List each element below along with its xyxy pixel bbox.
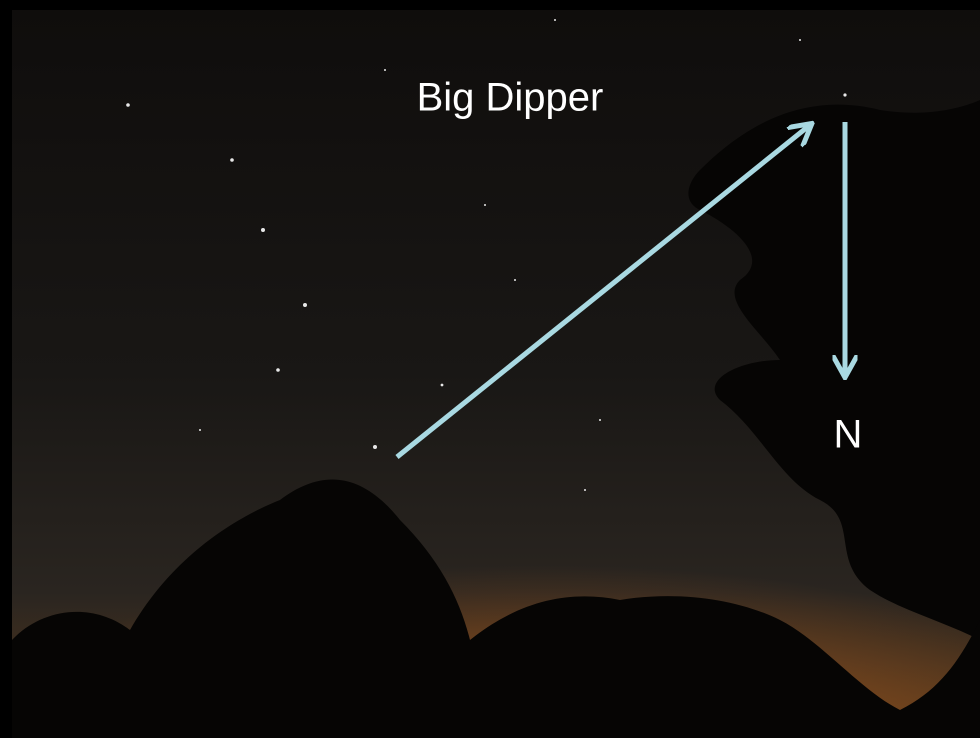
page: Big Dipper N (() => { const data = JSON.… xyxy=(0,0,980,738)
direction-label: N xyxy=(834,413,863,457)
title-label: Big Dipper xyxy=(417,76,604,120)
photo: Big Dipper N xyxy=(0,0,980,738)
